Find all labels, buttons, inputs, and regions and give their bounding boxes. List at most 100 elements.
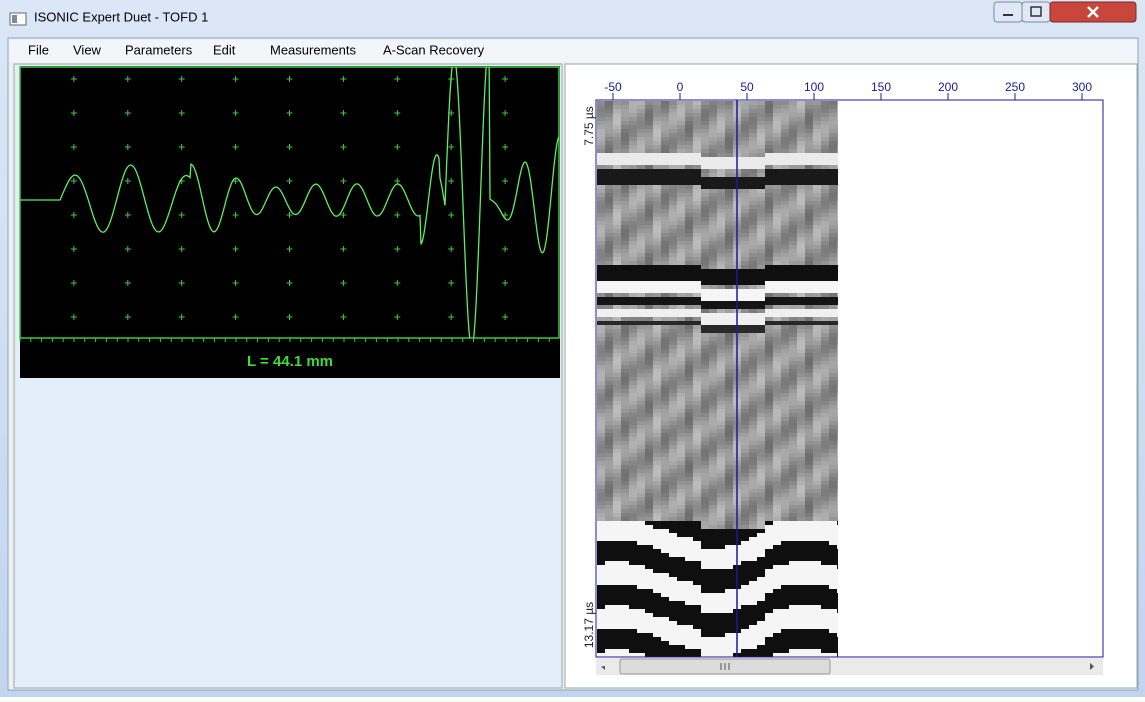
b-scan-pixel — [685, 197, 693, 201]
b-scan-pixel — [621, 613, 629, 617]
b-scan-pixel — [693, 241, 701, 245]
b-scan-pixel — [805, 525, 813, 529]
menu-item[interactable]: Parameters — [125, 42, 193, 57]
b-scan-pixel — [749, 181, 757, 185]
b-scan-pixel — [797, 437, 805, 441]
b-scan-pixel — [805, 181, 813, 185]
b-scan-pixel — [669, 313, 677, 317]
b-scan-pixel — [653, 605, 661, 609]
b-scan-pixel — [605, 593, 613, 597]
b-scan-pixel — [645, 305, 653, 309]
b-scan-pixel — [805, 405, 813, 409]
b-scan-pixel — [605, 137, 613, 141]
menu-item[interactable]: A-Scan Recovery — [383, 42, 485, 57]
b-scan-pixel — [773, 465, 781, 469]
b-scan-pixel — [701, 301, 709, 305]
b-scan-pixel — [629, 597, 637, 601]
b-scan-pixel — [781, 585, 789, 589]
b-scan-pixel — [693, 577, 701, 581]
minimize-button[interactable] — [994, 2, 1022, 22]
b-scan-pixel — [717, 197, 725, 201]
b-scan-pixel — [813, 633, 821, 637]
maximize-button[interactable] — [1022, 2, 1050, 22]
b-scan-pixel — [757, 585, 765, 589]
menu-item[interactable]: Measurements — [270, 42, 356, 57]
b-scan-pixel — [805, 389, 813, 393]
b-scan-pixel — [661, 101, 669, 105]
b-scan-pixel — [765, 313, 773, 317]
b-scan-pixel — [677, 153, 685, 157]
b-scan-pixel — [645, 101, 653, 105]
b-scan-pixel — [677, 625, 685, 629]
b-scan-pixel — [613, 265, 621, 269]
b-scan-pixel — [645, 597, 653, 601]
b-scan-pixel — [613, 293, 621, 297]
b-scan-pixel — [701, 541, 709, 545]
b-scan-pixel — [701, 241, 709, 245]
b-scan-pixel — [613, 197, 621, 201]
b-scan-pixel — [805, 645, 813, 649]
b-scan-pixel — [773, 581, 781, 585]
b-scan-pixel — [725, 437, 733, 441]
b-scan-pixel — [821, 549, 829, 553]
b-scan-pixel — [741, 233, 749, 237]
b-scan-pixel — [653, 513, 661, 517]
b-scan-pixel — [773, 249, 781, 253]
b-scan-pixel — [669, 505, 677, 509]
b-scan-pixel — [637, 365, 645, 369]
b-scan-pixel — [661, 201, 669, 205]
b-scan-pixel — [797, 301, 805, 305]
b-scan-pixel — [669, 365, 677, 369]
b-scan-pixel — [701, 329, 709, 333]
b-scan-pixel — [741, 549, 749, 553]
b-scan-pixel — [597, 453, 605, 457]
b-scan-pixel — [717, 201, 725, 205]
b-scan-pixel — [605, 217, 613, 221]
b-scan-pixel — [629, 421, 637, 425]
b-scan-pixel — [669, 577, 677, 581]
b-scan-pixel — [829, 609, 837, 613]
b-scan-pixel — [677, 377, 685, 381]
b-scan-pixel — [797, 313, 805, 317]
b-scan-pixel — [653, 433, 661, 437]
b-scan-pixel — [605, 161, 613, 165]
b-scan-pixel — [693, 425, 701, 429]
b-scan-pixel — [597, 381, 605, 385]
b-scan-pixel — [693, 477, 701, 481]
menu-item[interactable]: File — [28, 42, 49, 57]
b-scan-pixel — [637, 425, 645, 429]
b-scan-pixel — [813, 245, 821, 249]
b-scan-pixel — [717, 449, 725, 453]
b-scan-pixel — [741, 385, 749, 389]
b-scan-pixel — [629, 517, 637, 521]
b-scan-pixel — [621, 633, 629, 637]
b-scan-pixel — [629, 393, 637, 397]
b-scan-pixel — [629, 521, 637, 525]
b-scan-pixel — [645, 441, 653, 445]
menu-item[interactable]: Edit — [213, 42, 236, 57]
b-scan-pixel — [741, 521, 749, 525]
b-scan-pixel — [829, 417, 837, 421]
b-scan-pixel — [709, 417, 717, 421]
b-scan-pixel — [829, 433, 837, 437]
b-scan-pixel — [765, 153, 773, 157]
b-scan-pixel — [805, 409, 813, 413]
b-scan-pixel — [813, 377, 821, 381]
b-scan-pixel — [725, 369, 733, 373]
b-scan-pixel — [797, 629, 805, 633]
b-scan-pixel — [717, 217, 725, 221]
b-scan-pixel — [797, 393, 805, 397]
b-scan-pixel — [677, 133, 685, 137]
b-scan-pixel — [749, 397, 757, 401]
b-scan-pixel — [605, 633, 613, 637]
b-scan-pixel — [645, 469, 653, 473]
b-scan-pixel — [629, 409, 637, 413]
b-scan-pixel — [693, 201, 701, 205]
b-scan-pixel — [709, 201, 717, 205]
b-scan-pixel — [621, 565, 629, 569]
b-scan-pixel — [765, 393, 773, 397]
menu-item[interactable]: View — [73, 42, 102, 57]
b-scan-pixel — [621, 433, 629, 437]
b-scan-pixel — [749, 437, 757, 441]
b-scan-pixel — [837, 253, 838, 257]
